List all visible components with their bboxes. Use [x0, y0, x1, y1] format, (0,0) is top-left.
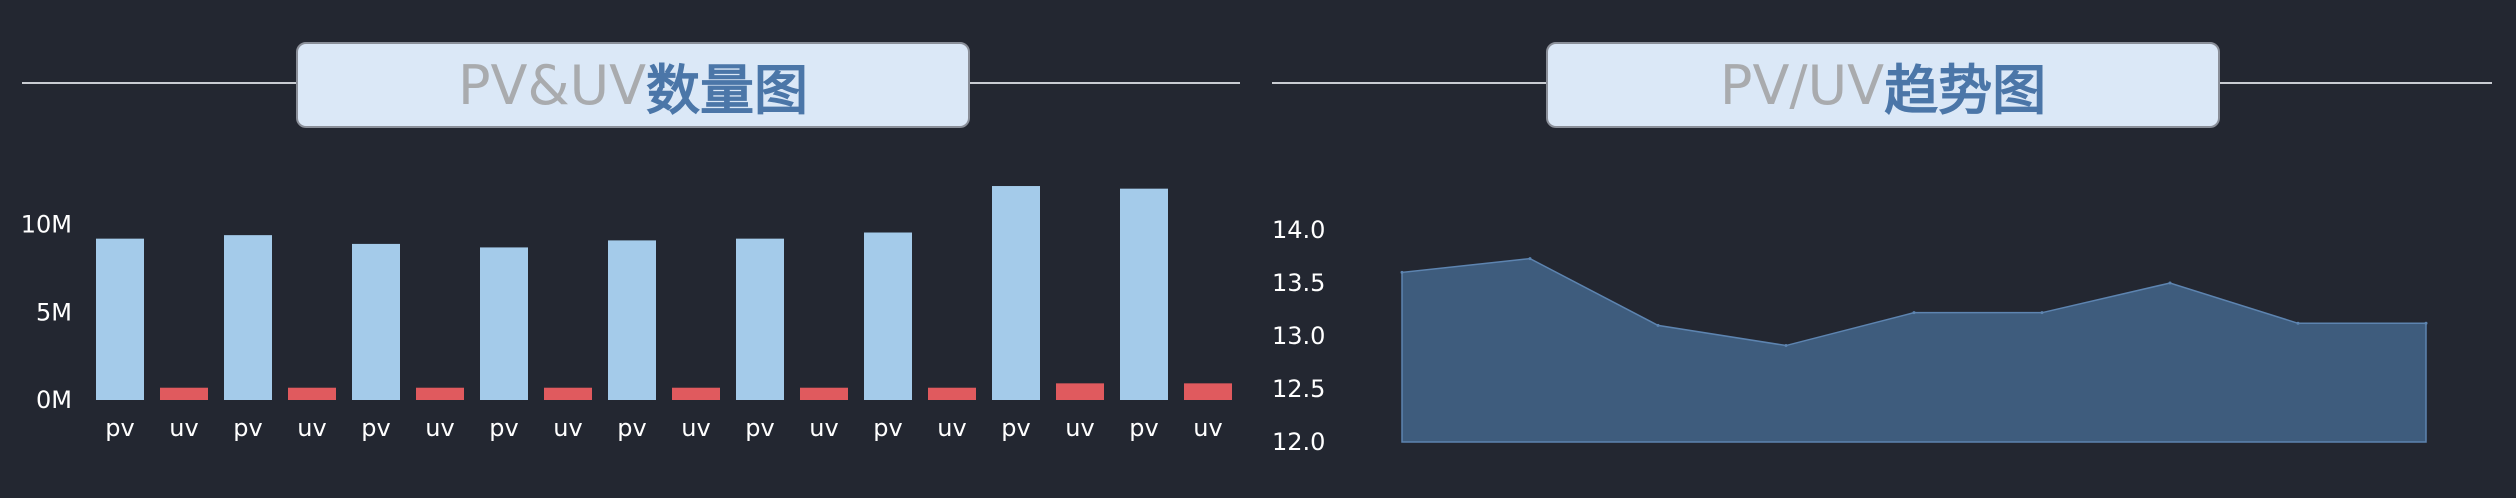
- title-rule-left: [1272, 82, 1562, 84]
- y-tick-label: 13.5: [1272, 269, 1325, 297]
- pv-bar: [1120, 188, 1168, 400]
- chart-title-box: PV&UV 数量图: [296, 42, 970, 128]
- pv-uv-trend-panel: PV/UV 趋势图 12.0 12.5 13.0 13.5 14.0: [1250, 0, 2516, 498]
- chart-title-suffix: 数量图: [646, 58, 809, 122]
- x-tick-label: pv: [617, 414, 646, 442]
- x-tick-label: uv: [553, 414, 582, 442]
- trend-point: [1656, 323, 1660, 327]
- trend-point: [2040, 311, 2044, 315]
- bar-chart: pv uv pv uv pv uv pv uv pv uv pv uv pv uv pv uv pv uv 0M 5M…: [21, 186, 1232, 442]
- uv-bar: [800, 387, 848, 400]
- y-tick-label: 13.0: [1272, 322, 1325, 350]
- pv-bar: [480, 247, 528, 400]
- pv-bar: [736, 238, 784, 400]
- x-tick-label: uv: [1065, 414, 1094, 442]
- x-tick-label: pv: [745, 414, 774, 442]
- x-tick-label: uv: [1193, 414, 1222, 442]
- title-rule-right: [968, 82, 1240, 84]
- trend-point: [1912, 311, 1916, 315]
- uv-bar: [160, 387, 208, 400]
- x-tick-label: uv: [425, 414, 454, 442]
- title-rule-right: [2216, 82, 2492, 84]
- x-tick-label: pv: [105, 414, 134, 442]
- chart-title-box: PV/UV 趋势图: [1546, 42, 2220, 128]
- pv-bar: [864, 232, 912, 400]
- y-tick-label: 12.0: [1272, 428, 1325, 456]
- pv-bar: [608, 240, 656, 400]
- x-tick-label: pv: [489, 414, 518, 442]
- uv-bar: [928, 387, 976, 400]
- pv-bar: [224, 235, 272, 400]
- x-tick-label: pv: [233, 414, 262, 442]
- x-tick-label: pv: [361, 414, 390, 442]
- uv-bar: [1184, 383, 1232, 400]
- trend-point: [2296, 321, 2300, 325]
- chart-title-prefix: PV&UV: [457, 53, 647, 117]
- chart-title-prefix: PV/UV: [1719, 53, 1885, 117]
- trend-point: [1784, 344, 1788, 348]
- pv-bar: [992, 186, 1040, 400]
- pv-bar: [96, 238, 144, 400]
- uv-bar: [288, 387, 336, 400]
- y-tick-label: 12.5: [1272, 375, 1325, 403]
- title-rule-left: [22, 82, 300, 84]
- pv-bar: [352, 243, 400, 400]
- uv-bar: [416, 387, 464, 400]
- uv-bar: [672, 387, 720, 400]
- trend-point: [1400, 270, 1404, 274]
- uv-bar: [544, 387, 592, 400]
- trend-point: [1528, 257, 1532, 261]
- x-tick-label: uv: [937, 414, 966, 442]
- x-tick-label: pv: [1129, 414, 1158, 442]
- x-tick-label: uv: [169, 414, 198, 442]
- y-tick-label: 0M: [36, 386, 72, 414]
- uv-bar: [1056, 383, 1104, 400]
- chart-title-suffix: 趋势图: [1884, 58, 2047, 122]
- y-tick-label: 10M: [21, 211, 72, 239]
- x-tick-label: pv: [873, 414, 902, 442]
- x-tick-label: uv: [809, 414, 838, 442]
- y-tick-label: 14.0: [1272, 216, 1325, 244]
- pv-uv-count-panel: PV&UV 数量图 pv uv pv uv pv uv pv uv pv uv pv uv pv uv pv u…: [0, 0, 1250, 498]
- trend-point: [2168, 281, 2172, 285]
- area-chart: 12.0 12.5 13.0 13.5 14.0: [1272, 216, 2428, 456]
- trend-point: [2424, 321, 2428, 325]
- x-tick-label: uv: [681, 414, 710, 442]
- x-tick-label: uv: [297, 414, 326, 442]
- y-tick-label: 5M: [36, 298, 72, 326]
- x-tick-label: pv: [1001, 414, 1030, 442]
- trend-area: [1401, 257, 2427, 443]
